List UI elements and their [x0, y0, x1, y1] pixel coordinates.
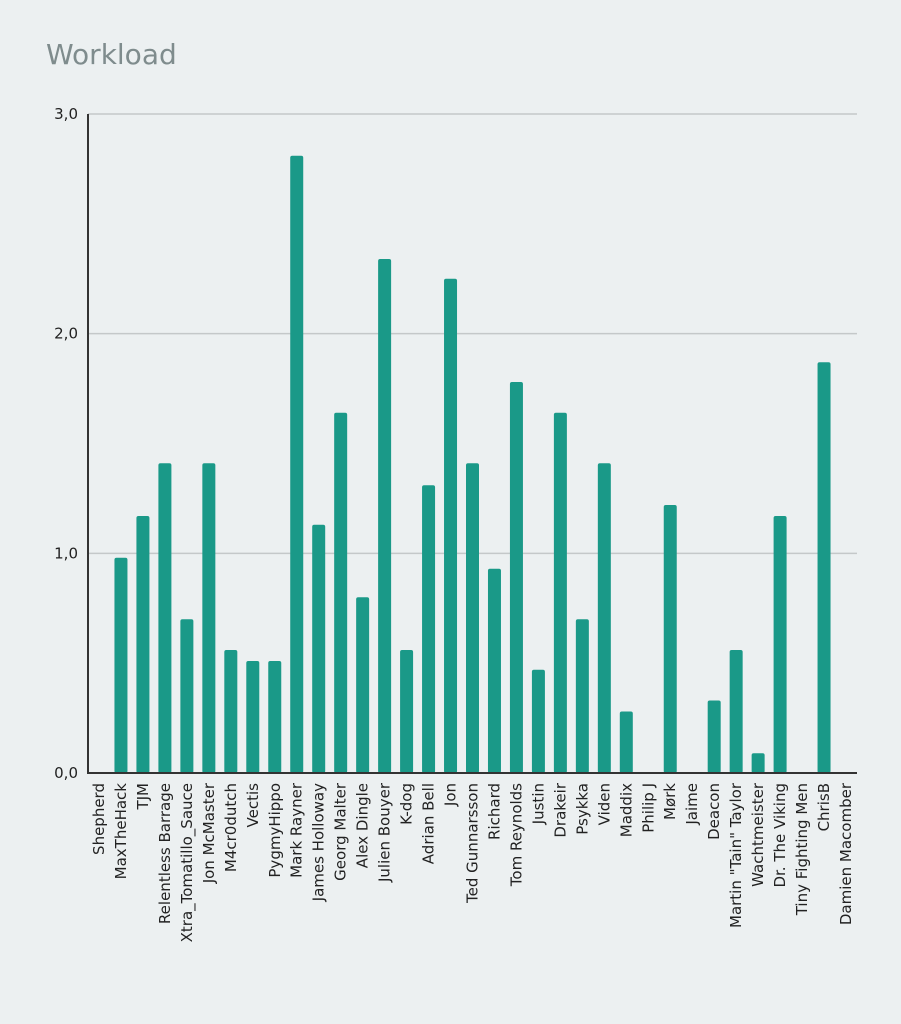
chart-title: Workload [46, 38, 177, 71]
bar [312, 524, 326, 773]
x-tick-label: Martin "Tain" Taylor [727, 782, 745, 928]
bar [553, 412, 567, 773]
bar [224, 649, 238, 773]
x-tick-label: Georg Malter [332, 782, 350, 881]
x-tick-label: Jaime [683, 783, 701, 826]
bar [246, 660, 260, 773]
x-tick-label: Vectis [244, 783, 262, 828]
axes [87, 114, 857, 774]
bar [575, 619, 589, 773]
y-tick-label: 0,0 [54, 764, 78, 782]
x-tick-label: Tom Reynolds [507, 783, 525, 887]
x-tick-label: TJM [134, 783, 152, 811]
x-tick-label: Damien Macomber [837, 782, 855, 925]
bar [531, 669, 545, 773]
bar [751, 753, 765, 773]
bar [817, 362, 831, 773]
x-tick-label: Alex Dingle [354, 783, 372, 868]
bar [663, 505, 677, 773]
x-tick-label: ChrisB [815, 783, 833, 831]
x-tick-label: Justin [529, 783, 547, 825]
x-tick-label: Adrian Bell [420, 783, 438, 864]
x-tick-label: Jon [442, 783, 460, 807]
x-tick-label: Mark Rayner [288, 782, 306, 878]
y-axis-ticks: 0,0 1,0 2,0 3,0 [54, 105, 78, 782]
bar [400, 649, 414, 773]
x-tick-label: Viden [595, 783, 613, 825]
x-tick-label: Mørk [661, 783, 679, 820]
bar [356, 597, 370, 773]
bar [136, 515, 150, 773]
y-tick-label: 3,0 [54, 105, 78, 123]
x-tick-label: Xtra_Tomatillo_Sauce [178, 783, 197, 942]
x-tick-label: Dr. The Viking [771, 783, 789, 888]
bar [619, 711, 633, 773]
bar [290, 155, 304, 773]
x-tick-label: Drakeir [551, 782, 569, 837]
bar [180, 619, 194, 773]
bar [487, 568, 501, 773]
x-tick-label: Maddix [617, 783, 635, 837]
bar [444, 278, 458, 773]
x-tick-label: Psykka [573, 783, 591, 835]
x-tick-label: Relentless Barrage [156, 783, 174, 924]
x-tick-label: Philip J [639, 783, 657, 833]
bar [466, 463, 479, 773]
bar [773, 515, 787, 773]
x-tick-label: Richard [485, 783, 503, 840]
bar [729, 649, 743, 773]
bar [378, 258, 392, 774]
x-axis-labels: Shepherd MaxTheHack TJM Relentless Barrage X… [90, 782, 855, 942]
bar [422, 485, 436, 773]
bar [707, 700, 721, 773]
bar [202, 463, 216, 773]
x-tick-label: K-dog [398, 783, 416, 825]
bar [268, 660, 282, 773]
x-tick-label: Wachtmeister [749, 782, 767, 887]
x-tick-label: MaxTheHack [112, 783, 130, 880]
x-tick-label: Jon McMaster [200, 782, 218, 884]
bars [114, 155, 831, 774]
y-tick-label: 2,0 [54, 325, 78, 343]
x-tick-label: Ted Gunnarsson [464, 783, 482, 904]
x-tick-label: M4cr0dutch [222, 783, 240, 872]
x-tick-label: Julien Bouyer [376, 782, 394, 883]
bar [158, 463, 172, 773]
y-tick-label: 1,0 [54, 544, 78, 562]
bar [509, 381, 523, 773]
bar [114, 557, 128, 773]
bar [334, 412, 348, 773]
x-tick-label: Shepherd [90, 783, 108, 855]
x-tick-label: Tiny Fighting Men [793, 783, 811, 916]
x-tick-label: James Holloway [310, 783, 328, 902]
x-tick-label: Deacon [705, 783, 723, 840]
bar [597, 463, 611, 773]
x-tick-label: PygmyHippo [266, 783, 284, 878]
